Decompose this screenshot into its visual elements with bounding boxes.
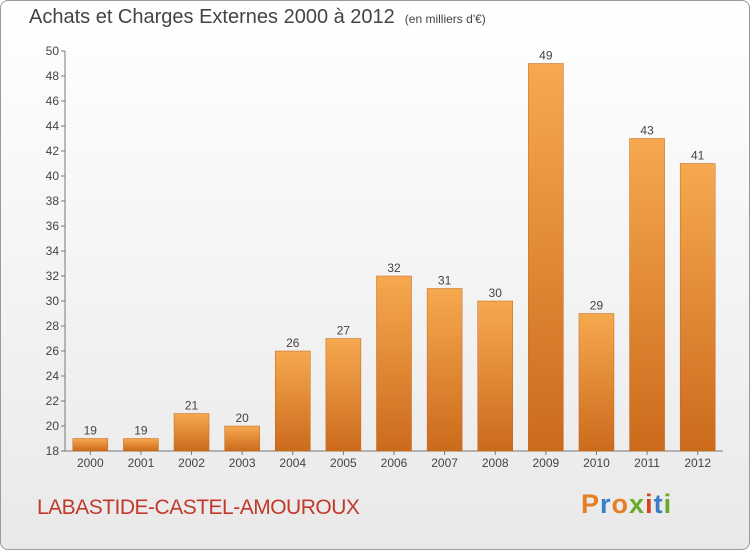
bars — [72, 63, 716, 452]
bar — [123, 438, 159, 452]
y-tick-label: 40 — [46, 169, 60, 183]
data-label: 41 — [691, 149, 705, 163]
y-tick-label: 32 — [46, 269, 60, 283]
y-tick-label: 46 — [46, 94, 60, 108]
y-tick-label: 48 — [46, 69, 60, 83]
y-tick-label: 50 — [46, 44, 60, 58]
logo-letter: r — [600, 489, 612, 519]
y-tick-label: 44 — [46, 119, 60, 133]
y-tick-label: 34 — [46, 244, 60, 258]
x-tick-label: 2010 — [583, 456, 610, 470]
logo-letter: t — [653, 489, 664, 519]
x-tick-label: 2012 — [684, 456, 711, 470]
y-tick-label: 42 — [46, 144, 60, 158]
commune-name: LABASTIDE-CASTEL-AMOUROUX — [37, 496, 360, 519]
x-tick-label: 2002 — [178, 456, 205, 470]
bar — [629, 138, 665, 452]
bar — [275, 350, 311, 452]
data-label: 20 — [235, 411, 249, 425]
chart-title-text: Achats et Charges Externes 2000 à 2012 — [29, 6, 395, 28]
x-tick-label: 2011 — [634, 456, 660, 470]
y-tick-label: 20 — [46, 419, 60, 433]
x-tick-labels: 2000 2001 2002 2003 2004 2005 2006 2007 2008 2009… — [77, 456, 711, 470]
y-tick-label: 26 — [46, 344, 60, 358]
bar — [426, 288, 463, 452]
data-label: 21 — [185, 399, 199, 413]
data-label: 26 — [286, 336, 300, 350]
bar — [376, 275, 412, 452]
y-tick-label: 24 — [46, 369, 60, 383]
data-label: 43 — [640, 124, 654, 138]
chart-subtitle: (en milliers d'€) — [404, 12, 486, 26]
bar — [325, 338, 362, 452]
y-tick-label: 36 — [46, 219, 60, 233]
data-label: 27 — [337, 324, 351, 338]
x-tick-label: 2001 — [128, 456, 155, 470]
data-label: 19 — [134, 424, 148, 438]
y-tick-label: 18 — [46, 444, 60, 458]
x-tick-label: 2006 — [381, 456, 408, 470]
data-label: 49 — [539, 49, 553, 63]
y-tick-label: 30 — [46, 294, 60, 308]
value-labels: 19 19 21 20 26 27 32 31 30 49 29 43 41 — [84, 49, 705, 438]
data-label: 29 — [590, 299, 604, 313]
logo-letter: x — [629, 489, 646, 519]
x-tick-label: 2000 — [77, 456, 104, 470]
x-tick-label: 2004 — [279, 456, 306, 470]
bar — [72, 438, 109, 452]
logo-letter: P — [581, 489, 601, 519]
data-label: 30 — [489, 286, 503, 300]
bar — [578, 313, 615, 452]
x-tick-label: 2007 — [431, 456, 458, 470]
proxiti-logo: Proxiti — [581, 489, 672, 520]
x-tick-label: 2009 — [532, 456, 559, 470]
bar — [173, 413, 210, 452]
bar — [477, 300, 513, 452]
y-tick-label: 28 — [46, 319, 60, 333]
y-tick-label: 38 — [46, 194, 60, 208]
logo-letter: o — [611, 489, 630, 519]
bar — [679, 163, 716, 452]
data-label: 19 — [84, 424, 98, 438]
y-tick-labels: 18 20 22 24 26 28 30 32 34 36 38 40 42 44 46 48 50 — [46, 44, 60, 458]
data-label: 31 — [438, 274, 452, 288]
x-tick-label: 2008 — [482, 456, 509, 470]
x-tick-label: 2005 — [330, 456, 357, 470]
bar — [224, 425, 260, 452]
x-tick-label: 2003 — [229, 456, 256, 470]
bar — [528, 63, 564, 452]
y-tick-label: 22 — [46, 394, 60, 408]
logo-letter: i — [645, 489, 654, 519]
chart-title: Achats et Charges Externes 2000 à 2012 (e… — [29, 6, 486, 29]
logo-letter: i — [663, 489, 673, 519]
data-label: 32 — [387, 261, 401, 275]
